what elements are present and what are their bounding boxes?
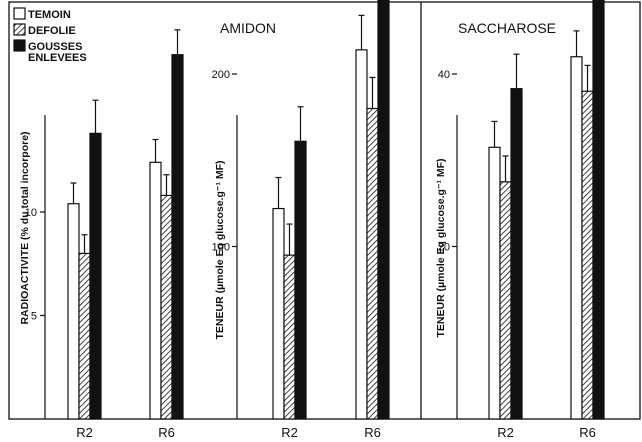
legend-label-temoin: TEMOIN — [28, 9, 71, 21]
x-category-label-r6: R6 — [579, 425, 596, 440]
bar-gousses-r2 — [510, 88, 523, 420]
x-category-label-r6: R6 — [158, 425, 175, 440]
legend: TEMOIN DEFOLIE GOUSSES ENLEVEES — [13, 7, 87, 64]
bar-defolie-r2 — [283, 254, 296, 420]
bar-temoin-r2 — [272, 207, 285, 420]
bar-gousses-r6 — [171, 54, 184, 420]
bar-defolie-r2 — [499, 181, 512, 420]
bar-defolie-r2 — [78, 252, 91, 420]
y-tick-label: 10 — [25, 207, 37, 219]
bar-temoin-r6 — [570, 56, 583, 420]
y-axis-label-radioactivite: RADIOACTIVITE (% du total incorpore) — [19, 131, 31, 324]
bar-gousses-r6 — [592, 0, 605, 420]
y-axis-label-amidon: TENEUR (µmole Eq glucose.g⁻¹ MF) — [214, 160, 226, 339]
bar-temoin-r2 — [488, 146, 501, 420]
y-tick-label: 40 — [438, 69, 450, 81]
chart-title-saccharose: SACCHAROSE — [458, 20, 556, 36]
x-category-label-r2: R2 — [497, 425, 514, 440]
legend-label-defolie: DEFOLIE — [28, 25, 76, 37]
chart-title-amidon: AMIDON — [220, 20, 276, 36]
bar-gousses-r2 — [89, 132, 102, 420]
legend-swatch-gousses — [13, 39, 26, 52]
x-category-label-r2: R2 — [76, 425, 93, 440]
chart-area: 5 10 R2 R6 100 200 R2 R6 20 40 R2 R6 — [25, 0, 605, 440]
figure-frame — [8, 1, 641, 420]
bar-defolie-r6 — [581, 90, 594, 420]
x-category-label-r6: R6 — [364, 425, 381, 440]
bar-defolie-r6 — [366, 107, 379, 420]
bar-temoin-r6 — [355, 49, 368, 420]
bar-temoin-r6 — [149, 161, 162, 420]
legend-label-enlevees: ENLEVEES — [28, 52, 87, 64]
bar-defolie-r6 — [160, 194, 173, 420]
y-tick-label: 5 — [31, 311, 37, 323]
legend-swatch-temoin — [13, 7, 26, 20]
y-tick-label: 100 — [212, 242, 230, 254]
legend-label-gousses: GOUSSES — [28, 41, 82, 53]
y-tick-label: 200 — [212, 69, 230, 81]
bar-temoin-r2 — [67, 203, 80, 420]
y-tick-label: 20 — [438, 242, 450, 254]
bar-gousses-r2 — [294, 140, 307, 420]
legend-swatch-defolie — [13, 23, 26, 36]
bar-gousses-r6 — [377, 0, 390, 420]
x-category-label-r2: R2 — [281, 425, 298, 440]
y-axis-label-saccharose: TENEUR (µmole Eq glucose.g⁻¹ MF) — [435, 158, 447, 337]
